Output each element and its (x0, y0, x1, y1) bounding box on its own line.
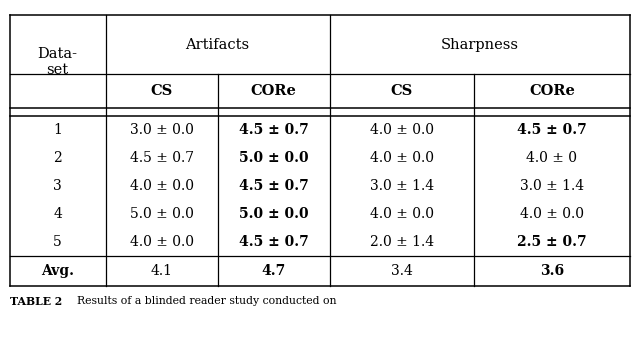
Text: Sharpness: Sharpness (441, 38, 519, 52)
Text: 4.0 ± 0.0: 4.0 ± 0.0 (129, 179, 193, 193)
Text: 5.0 ± 0.0: 5.0 ± 0.0 (239, 207, 308, 221)
Text: Data-
set: Data- set (38, 47, 77, 77)
Text: 4.5 ± 0.7: 4.5 ± 0.7 (517, 123, 587, 137)
Text: 4.5 ± 0.7: 4.5 ± 0.7 (239, 235, 308, 249)
Text: Results of a blinded reader study conducted on: Results of a blinded reader study conduc… (70, 296, 337, 307)
Text: Artifacts: Artifacts (186, 38, 250, 52)
Text: 4.5 ± 0.7: 4.5 ± 0.7 (239, 179, 308, 193)
Text: 4.0 ± 0.0: 4.0 ± 0.0 (520, 207, 584, 221)
Text: 4: 4 (53, 207, 62, 221)
Text: 4.0 ± 0.0: 4.0 ± 0.0 (129, 235, 193, 249)
Text: CORe: CORe (529, 84, 575, 98)
Text: 3.0 ± 1.4: 3.0 ± 1.4 (369, 179, 434, 193)
Text: 4.0 ± 0.0: 4.0 ± 0.0 (370, 207, 434, 221)
Text: 2: 2 (53, 151, 62, 165)
Text: 4.1: 4.1 (150, 264, 173, 278)
Text: 1: 1 (53, 123, 62, 137)
Text: TABLE 2: TABLE 2 (10, 296, 62, 307)
Text: CS: CS (390, 84, 413, 98)
Text: 4.5 ± 0.7: 4.5 ± 0.7 (239, 123, 308, 137)
Text: 4.7: 4.7 (262, 264, 285, 278)
Text: 2.0 ± 1.4: 2.0 ± 1.4 (369, 235, 434, 249)
Text: Avg.: Avg. (41, 264, 74, 278)
Text: 5.0 ± 0.0: 5.0 ± 0.0 (239, 151, 308, 165)
Text: 4.5 ± 0.7: 4.5 ± 0.7 (129, 151, 194, 165)
Text: 3.6: 3.6 (540, 264, 564, 278)
Text: CORe: CORe (251, 84, 296, 98)
Text: 3.0 ± 0.0: 3.0 ± 0.0 (130, 123, 193, 137)
Text: CS: CS (150, 84, 173, 98)
Text: 3.0 ± 1.4: 3.0 ± 1.4 (520, 179, 584, 193)
Text: 3: 3 (53, 179, 62, 193)
Text: 2.5 ± 0.7: 2.5 ± 0.7 (517, 235, 587, 249)
Text: 4.0 ± 0: 4.0 ± 0 (527, 151, 577, 165)
Text: 5.0 ± 0.0: 5.0 ± 0.0 (130, 207, 193, 221)
Text: 4.0 ± 0.0: 4.0 ± 0.0 (370, 151, 434, 165)
Text: 3.4: 3.4 (390, 264, 413, 278)
Text: 5: 5 (53, 235, 62, 249)
Text: 4.0 ± 0.0: 4.0 ± 0.0 (370, 123, 434, 137)
